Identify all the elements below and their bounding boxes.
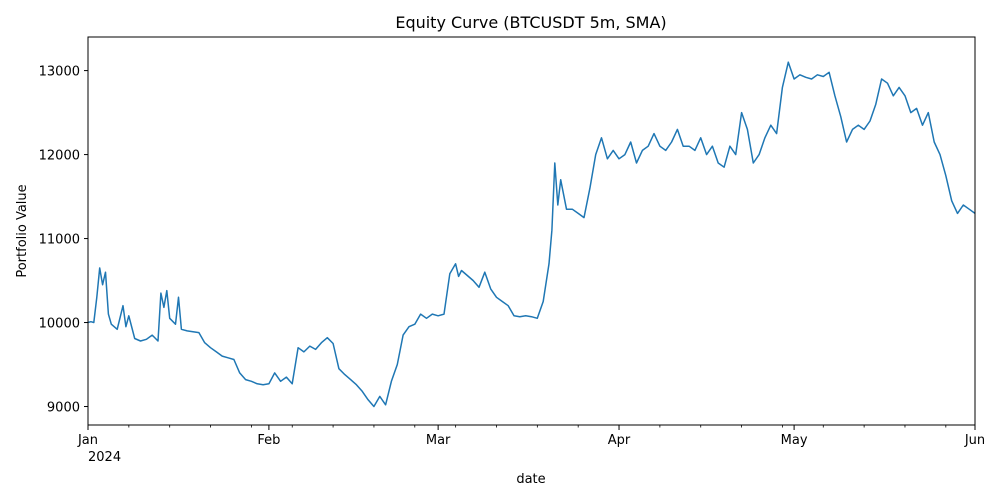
x-tick-label: Feb [257, 433, 280, 448]
x-tick-label: Jan [77, 433, 98, 448]
plot-area [87, 61, 976, 408]
x-axis: Jan 2024 Feb Mar Apr May Jun [77, 425, 985, 465]
y-tick-label: 11000 [39, 233, 80, 248]
chart-title: Equity Curve (BTCUSDT 5m, SMA) [395, 13, 666, 32]
y-tick-label: 9000 [47, 401, 80, 416]
x-tick-sublabel: 2024 [88, 450, 121, 465]
y-axis: 9000 10000 11000 12000 13000 [39, 65, 88, 416]
y-axis-label: Portfolio Value [15, 184, 30, 277]
x-axis-label: date [516, 472, 545, 487]
x-tick-label: Jun [964, 433, 985, 448]
plot-frame [87, 36, 976, 426]
series-line-0 [87, 61, 976, 408]
x-tick-label: Mar [426, 433, 451, 448]
x-tick-label: Apr [608, 433, 631, 448]
x-tick-label: May [781, 433, 808, 448]
y-tick-label: 10000 [39, 317, 80, 332]
y-tick-label: 13000 [39, 65, 80, 80]
y-tick-label: 12000 [39, 149, 80, 164]
